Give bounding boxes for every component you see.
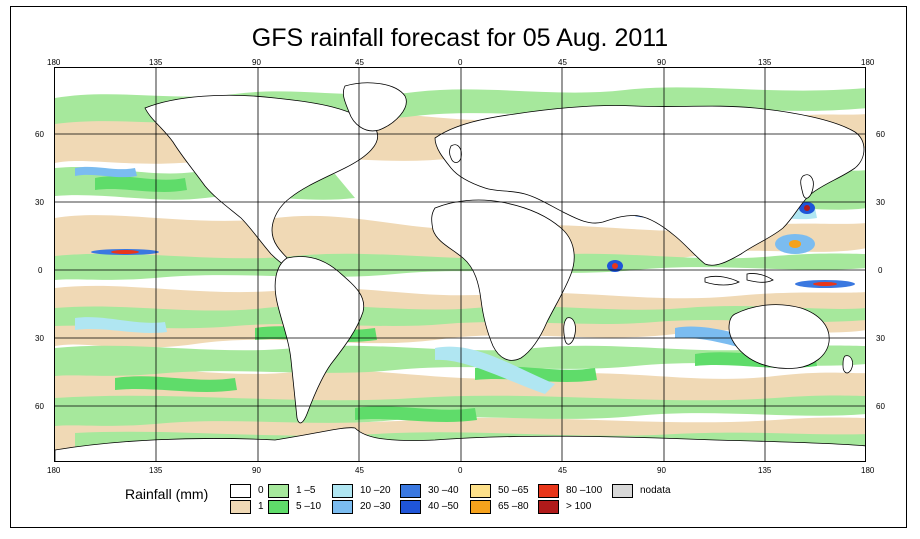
legend-swatch-1 [230, 500, 251, 514]
legend-label-8: 50 –65 [498, 485, 529, 496]
legend-label-5: 20 –30 [360, 501, 391, 512]
top-tick: 0 [458, 58, 463, 67]
bottom-tick: 90 [252, 466, 261, 475]
legend-label-9: 65 –80 [498, 501, 529, 512]
top-tick: 45 [355, 58, 364, 67]
legend-label-6: 30 –40 [428, 485, 459, 496]
legend-swatch-9 [470, 500, 491, 514]
left-tick: 60 [35, 130, 44, 139]
legend-swatch-0 [230, 484, 251, 498]
left-tick: 30 [35, 198, 44, 207]
right-tick: 60 [876, 402, 885, 411]
legend: Rainfall (mm) 0 1 1 –5 5 –10 10 –20 20 –… [0, 480, 920, 520]
bottom-tick: 0 [458, 466, 463, 475]
legend-swatch-6 [400, 484, 421, 498]
top-tick: 45 [558, 58, 567, 67]
legend-swatch-4 [332, 484, 353, 498]
graticule [55, 68, 865, 461]
right-tick: 30 [876, 198, 885, 207]
legend-label-0: 0 [258, 485, 264, 496]
right-tick: 60 [876, 130, 885, 139]
continents [55, 82, 865, 461]
right-tick: 0 [878, 266, 883, 275]
legend-label-4: 10 –20 [360, 485, 391, 496]
rainfall-map [54, 67, 866, 462]
legend-swatch-12 [612, 484, 633, 498]
bottom-tick: 90 [657, 466, 666, 475]
right-tick: 30 [876, 334, 885, 343]
bottom-tick: 135 [149, 466, 163, 475]
legend-label-7: 40 –50 [428, 501, 459, 512]
legend-label-3: 5 –10 [296, 501, 322, 512]
left-tick: 30 [35, 334, 44, 343]
legend-title: Rainfall (mm) [125, 486, 209, 502]
legend-label-11: > 100 [566, 501, 592, 512]
map-svg [55, 68, 865, 461]
left-tick: 60 [35, 402, 44, 411]
legend-swatch-8 [470, 484, 491, 498]
legend-swatch-11 [538, 500, 559, 514]
bottom-tick: 135 [758, 466, 772, 475]
legend-swatch-7 [400, 500, 421, 514]
legend-label-10: 80 –100 [566, 485, 603, 496]
top-tick: 90 [252, 58, 261, 67]
legend-swatch-10 [538, 484, 559, 498]
figure-frame [10, 6, 907, 528]
legend-label-2: 1 –5 [296, 485, 316, 496]
bottom-tick: 180 [861, 466, 875, 475]
top-tick: 135 [758, 58, 772, 67]
legend-label-1: 1 [258, 501, 264, 512]
top-tick: 180 [47, 58, 61, 67]
bottom-tick: 45 [558, 466, 567, 475]
legend-swatch-2 [268, 484, 289, 498]
top-tick: 135 [149, 58, 163, 67]
left-tick: 0 [38, 266, 43, 275]
bottom-tick: 180 [47, 466, 61, 475]
bottom-tick: 45 [355, 466, 364, 475]
top-tick: 90 [657, 58, 666, 67]
legend-swatch-5 [332, 500, 353, 514]
map-title: GFS rainfall forecast for 05 Aug. 2011 [251, 24, 669, 52]
top-tick: 180 [861, 58, 875, 67]
legend-label-12: nodata [640, 485, 671, 496]
legend-swatch-3 [268, 500, 289, 514]
